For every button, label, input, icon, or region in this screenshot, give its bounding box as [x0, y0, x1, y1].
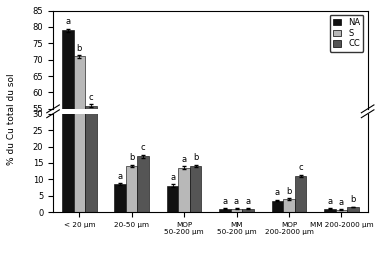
Text: b: b [193, 153, 198, 162]
Text: a: a [65, 17, 70, 26]
Bar [242, 209, 254, 212]
Text: a: a [222, 197, 227, 206]
Bar [272, 201, 283, 212]
Text: % du Cu total du sol: % du Cu total du sol [7, 73, 16, 165]
Text: a: a [275, 188, 280, 197]
Bar [126, 243, 138, 265]
Bar [190, 243, 201, 265]
Text: b: b [77, 43, 82, 52]
Bar [295, 176, 306, 212]
Bar [167, 263, 179, 265]
Bar [138, 233, 149, 265]
Text: c: c [88, 93, 93, 102]
Bar [62, 30, 74, 265]
Bar [283, 199, 295, 212]
Bar [179, 168, 190, 212]
Text: a: a [182, 155, 187, 164]
Bar [85, 29, 97, 212]
Bar [336, 210, 347, 212]
Text: c: c [141, 143, 146, 152]
Text: c: c [298, 163, 303, 172]
Text: b: b [129, 153, 135, 162]
Text: a: a [327, 197, 332, 206]
Text: a: a [246, 197, 251, 206]
Text: a: a [234, 197, 239, 206]
Bar [324, 209, 336, 212]
Bar [114, 184, 126, 212]
Legend: NA, S, CC: NA, S, CC [330, 15, 363, 52]
Bar [114, 261, 126, 265]
Bar [74, 56, 85, 265]
Bar [62, 0, 74, 212]
Text: a: a [170, 173, 175, 182]
Bar [190, 166, 201, 212]
Bar [179, 245, 190, 265]
Text: b: b [350, 195, 356, 204]
Bar [138, 156, 149, 212]
Bar [231, 209, 242, 212]
Bar [167, 186, 179, 212]
Text: a: a [339, 198, 344, 207]
Bar [219, 209, 231, 212]
Text: a: a [117, 171, 123, 180]
Bar [295, 253, 306, 265]
Bar [74, 0, 85, 212]
Bar [126, 166, 138, 212]
Bar [347, 207, 359, 212]
Bar [85, 105, 97, 265]
Text: b: b [286, 187, 292, 196]
